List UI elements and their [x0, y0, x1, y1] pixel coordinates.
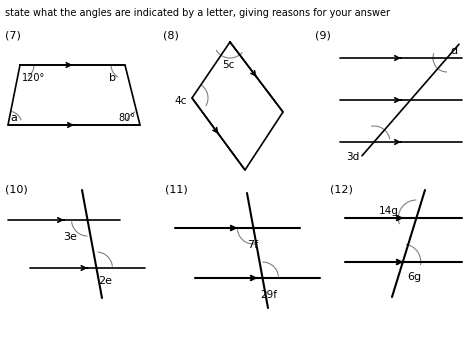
Text: 2e: 2e — [99, 276, 112, 286]
Text: 80°: 80° — [118, 113, 135, 123]
Text: (8): (8) — [163, 30, 179, 40]
Text: 120°: 120° — [22, 73, 45, 83]
Text: d: d — [450, 46, 457, 56]
Text: 5c: 5c — [222, 60, 234, 70]
Text: 6g: 6g — [407, 272, 421, 282]
Text: 7f: 7f — [247, 240, 258, 250]
Text: 29f: 29f — [261, 290, 277, 300]
Text: (11): (11) — [165, 185, 188, 195]
Text: (9): (9) — [315, 30, 331, 40]
Text: b: b — [109, 73, 116, 83]
Text: 14g: 14g — [378, 206, 398, 216]
Text: (7): (7) — [5, 30, 21, 40]
Text: (10): (10) — [5, 185, 28, 195]
Text: a: a — [10, 113, 17, 123]
Text: 4c: 4c — [174, 96, 186, 106]
Text: state what the angles are indicated by a letter, giving reasons for your answer: state what the angles are indicated by a… — [5, 8, 390, 18]
Text: 3d: 3d — [346, 152, 359, 162]
Text: 3e: 3e — [64, 232, 77, 242]
Text: (12): (12) — [330, 185, 353, 195]
